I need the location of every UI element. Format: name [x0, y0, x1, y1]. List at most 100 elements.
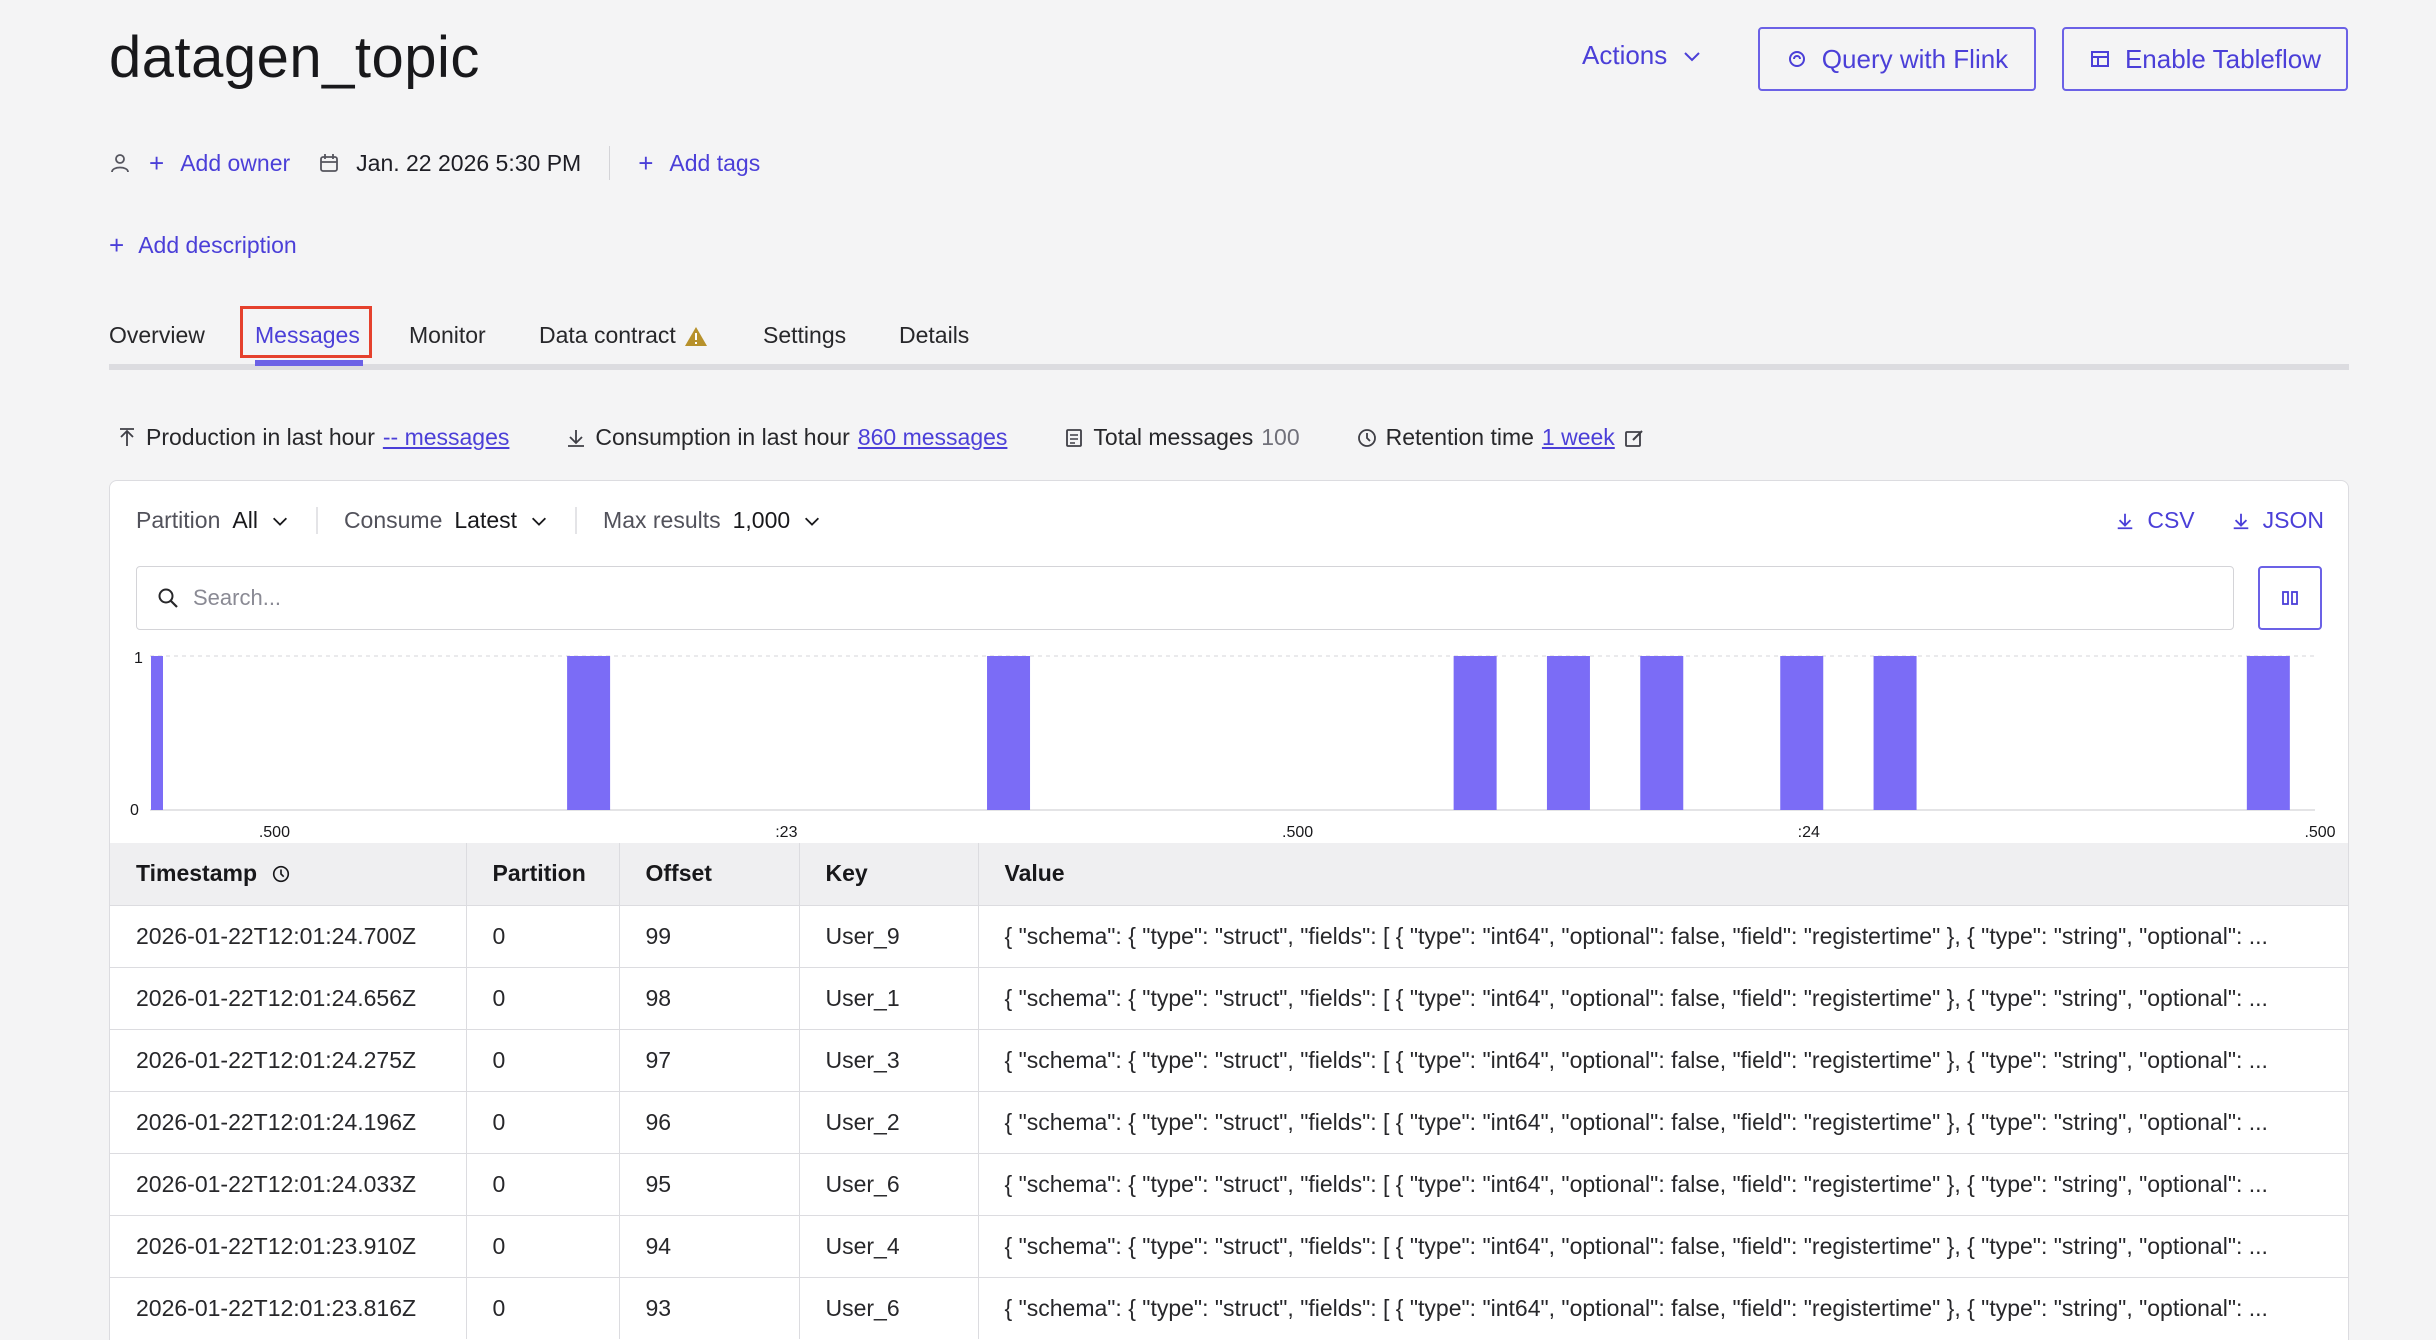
max-results-filter[interactable]: Max results 1,000 — [575, 507, 848, 534]
clock-icon[interactable] — [271, 864, 291, 884]
x-tick-label: .500 — [259, 824, 290, 841]
total-value: 100 — [1261, 424, 1300, 450]
clock-icon — [1357, 428, 1376, 447]
message-histogram: 1 0 .500:23 .500:24 .500 — [130, 650, 2336, 841]
flink-icon — [1788, 51, 1805, 67]
retention-label: Retention time — [1385, 424, 1534, 450]
download-csv-button[interactable]: CSV — [2115, 507, 2195, 534]
enable-tableflow-button[interactable]: Enable Tableflow — [2062, 27, 2348, 91]
download-json-button[interactable]: JSON — [2231, 507, 2324, 534]
consumption-value-link[interactable]: 860 messages — [857, 424, 1008, 450]
tab-messages[interactable]: Messages — [255, 322, 360, 348]
topic-tabs: Overview Messages Monitor Data contract … — [109, 306, 2349, 370]
partition-cell: 0 — [466, 1276, 620, 1339]
value-cell: { "schema": { "type": "struct", "fields"… — [978, 904, 2348, 967]
table-row[interactable]: 2026-01-22T12:01:24.196Z 0 96 User_2{ "sche… — [110, 1090, 2348, 1153]
calendar-icon — [320, 154, 339, 172]
column-header-key[interactable]: Key — [799, 843, 979, 905]
topic-meta: + Add owner Jan. 22 2026 5:30 PM + Add t… — [109, 146, 760, 180]
key-cell: User_6 — [799, 1276, 979, 1339]
histogram-bar[interactable] — [1780, 656, 1824, 810]
consume-filter-label: Consume — [343, 507, 443, 533]
column-header-timestamp[interactable]: Timestamp — [110, 843, 467, 905]
query-with-flink-button[interactable]: Query with Flink — [1758, 27, 2036, 91]
search-input[interactable] — [193, 585, 2093, 611]
retention-value-link[interactable]: 1 week — [1541, 424, 1615, 450]
chevron-down-icon — [1684, 51, 1700, 61]
download-icon — [568, 429, 585, 447]
enable-tableflow-label: Enable Tableflow — [2124, 43, 2322, 74]
key-cell: User_9 — [799, 904, 979, 967]
histogram-bar[interactable] — [567, 656, 611, 810]
add-tags-label: Add tags — [669, 149, 761, 176]
edit-icon[interactable] — [1623, 427, 1645, 449]
offset-cell: 93 — [619, 1276, 800, 1339]
production-stat: Production in last hour -- messages — [116, 424, 509, 451]
histogram-bar[interactable] — [1873, 656, 1917, 810]
column-header-value[interactable]: Value — [978, 843, 2348, 905]
plus-icon: + — [149, 147, 165, 178]
table-row[interactable]: 2026-01-22T12:01:24.656Z 0 98 User_1{ "sche… — [110, 966, 2348, 1029]
key-cell: User_4 — [799, 1214, 979, 1277]
offset-cell: 98 — [619, 966, 800, 1029]
download-icon — [2118, 513, 2133, 529]
offset-cell: 97 — [619, 1028, 800, 1091]
column-header-timestamp-label: Timestamp — [136, 860, 258, 887]
partition-filter[interactable]: Partition All — [136, 507, 316, 534]
add-tags-link[interactable]: + Add tags — [638, 148, 760, 179]
histogram-bar[interactable] — [1546, 656, 1590, 810]
partition-filter-label: Partition — [136, 507, 221, 533]
add-description-link[interactable]: + Add description — [109, 230, 297, 261]
table-row[interactable]: 2026-01-22T12:01:23.910Z 0 94 User_4{ "sche… — [110, 1214, 2348, 1277]
message-filters: Partition All Consume Latest Max results… — [136, 507, 848, 534]
tab-data-contract[interactable]: Data contract — [539, 322, 708, 349]
add-owner-link[interactable]: + Add owner — [149, 148, 290, 179]
histogram-bar[interactable] — [2246, 656, 2290, 810]
columns-toggle-button[interactable] — [2258, 566, 2322, 630]
partition-cell: 0 — [466, 1152, 620, 1215]
page-title: datagen_topic — [109, 25, 480, 90]
chevron-down-icon — [272, 517, 287, 526]
timestamp-cell: 2026-01-22T12:01:24.656Z — [110, 966, 467, 1029]
timestamp-cell: 2026-01-22T12:01:24.033Z — [110, 1152, 467, 1215]
retention-stat: Retention time 1 week — [1356, 424, 1645, 451]
table-row[interactable]: 2026-01-22T12:01:24.275Z 0 97 User_3{ "sche… — [110, 1028, 2348, 1091]
partition-cell: 0 — [466, 966, 620, 1029]
columns-icon — [2282, 591, 2298, 605]
add-description-label: Add description — [138, 232, 297, 258]
tab-details[interactable]: Details — [899, 322, 970, 348]
y-tick-label: 0 — [130, 802, 139, 819]
column-header-partition[interactable]: Partition — [466, 843, 620, 905]
x-tick-label: .500 — [1282, 824, 1313, 841]
value-cell: { "schema": { "type": "struct", "fields"… — [978, 1276, 2348, 1339]
offset-cell: 94 — [619, 1214, 800, 1277]
partition-cell: 0 — [466, 904, 620, 967]
tab-monitor[interactable]: Monitor — [409, 322, 486, 348]
histogram-bar[interactable] — [1640, 656, 1684, 810]
search-icon — [158, 588, 178, 608]
column-header-offset[interactable]: Offset — [619, 843, 800, 905]
offset-cell: 95 — [619, 1152, 800, 1215]
key-cell: User_2 — [799, 1090, 979, 1153]
tab-settings[interactable]: Settings — [763, 322, 847, 348]
histogram-bar[interactable] — [151, 656, 163, 810]
timestamp-cell: 2026-01-22T12:01:23.816Z — [110, 1276, 467, 1339]
chevron-down-icon — [532, 517, 547, 526]
consume-filter[interactable]: Consume Latest — [315, 507, 575, 534]
key-cell: User_1 — [799, 966, 979, 1029]
production-value-link[interactable]: -- messages — [382, 424, 510, 450]
download-json-label: JSON — [2262, 507, 2324, 533]
histogram-bar[interactable] — [1453, 656, 1497, 810]
total-messages-stat: Total messages 100 — [1063, 424, 1300, 451]
table-header-row: Timestamp Partition Offset Key Value — [110, 843, 2348, 905]
table-row[interactable]: 2026-01-22T12:01:24.033Z 0 95 User_6{ "sche… — [110, 1152, 2348, 1215]
tab-highlight-box — [240, 306, 372, 358]
table-row[interactable]: 2026-01-22T12:01:24.700Z 0 99 User_9{ "sche… — [110, 904, 2348, 967]
tab-overview[interactable]: Overview — [109, 322, 205, 348]
key-cell: User_3 — [799, 1028, 979, 1091]
document-icon — [1066, 428, 1083, 447]
value-cell: { "schema": { "type": "struct", "fields"… — [978, 1090, 2348, 1153]
table-row[interactable]: 2026-01-22T12:01:23.816Z 0 93 User_6{ "sche… — [110, 1276, 2348, 1339]
actions-menu[interactable]: Actions — [1582, 40, 1703, 71]
histogram-bar[interactable] — [987, 656, 1031, 810]
